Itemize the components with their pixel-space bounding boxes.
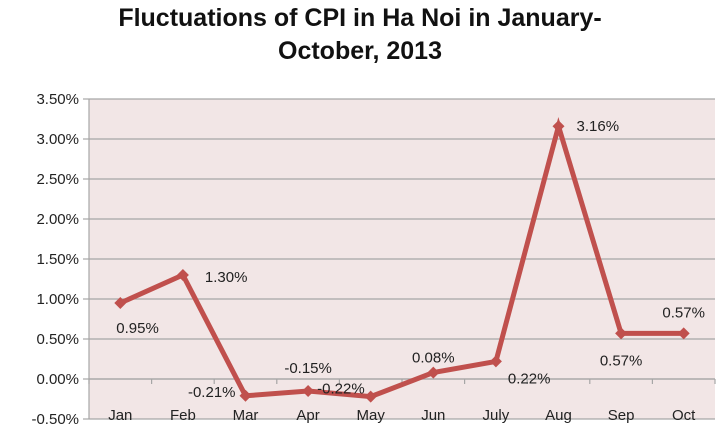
data-point-marker [176,269,189,281]
y-tick-label: 3.50% [36,91,79,108]
data-point-marker [615,327,628,340]
data-point-marker [552,120,565,133]
x-tick-label: Mar [233,407,259,424]
data-point-marker [489,355,502,368]
data-label: 3.16% [577,118,620,135]
y-tick-label: -0.50% [31,411,79,428]
data-label: 1.30% [205,269,248,286]
chart-title: Fluctuations of CPI in Ha Noi in January… [0,2,720,68]
x-tick-label: Jan [108,407,132,424]
y-tick-label: 1.50% [36,251,79,268]
data-label: -0.21% [188,384,236,401]
data-label: 0.57% [662,304,705,321]
x-tick-label: July [483,407,510,424]
y-tick-label: 2.00% [36,211,79,228]
data-label: -0.22% [317,381,365,398]
y-tick-label: 0.00% [36,371,79,388]
x-tick-label: Apr [296,407,319,424]
x-tick-label: Feb [170,407,196,424]
x-tick-label: May [357,407,386,424]
y-tick-label: 0.50% [36,331,79,348]
data-label: 0.22% [508,370,551,387]
y-tick-label: 3.00% [36,131,79,148]
data-point-marker [239,389,252,402]
data-point-marker [427,366,440,379]
data-label: 0.08% [412,350,455,367]
x-tick-label: Jun [421,407,445,424]
x-tick-label: Sep [608,407,635,424]
x-tick-label: Oct [672,407,696,424]
chart-title-line1: Fluctuations of CPI in Ha Noi in January… [118,4,602,32]
series-line [119,117,684,400]
data-point-marker [677,327,690,340]
data-point-marker [114,297,127,309]
chart-title-line2: October, 2013 [278,37,442,65]
data-point-marker [302,385,315,397]
data-label: -0.15% [284,360,332,377]
data-point-marker [364,390,377,403]
data-label: 0.95% [116,320,159,337]
y-tick-label: 2.50% [36,171,79,188]
data-label: 0.57% [600,352,643,369]
y-tick-label: 1.00% [36,291,79,308]
x-tick-label: Aug [545,407,572,424]
